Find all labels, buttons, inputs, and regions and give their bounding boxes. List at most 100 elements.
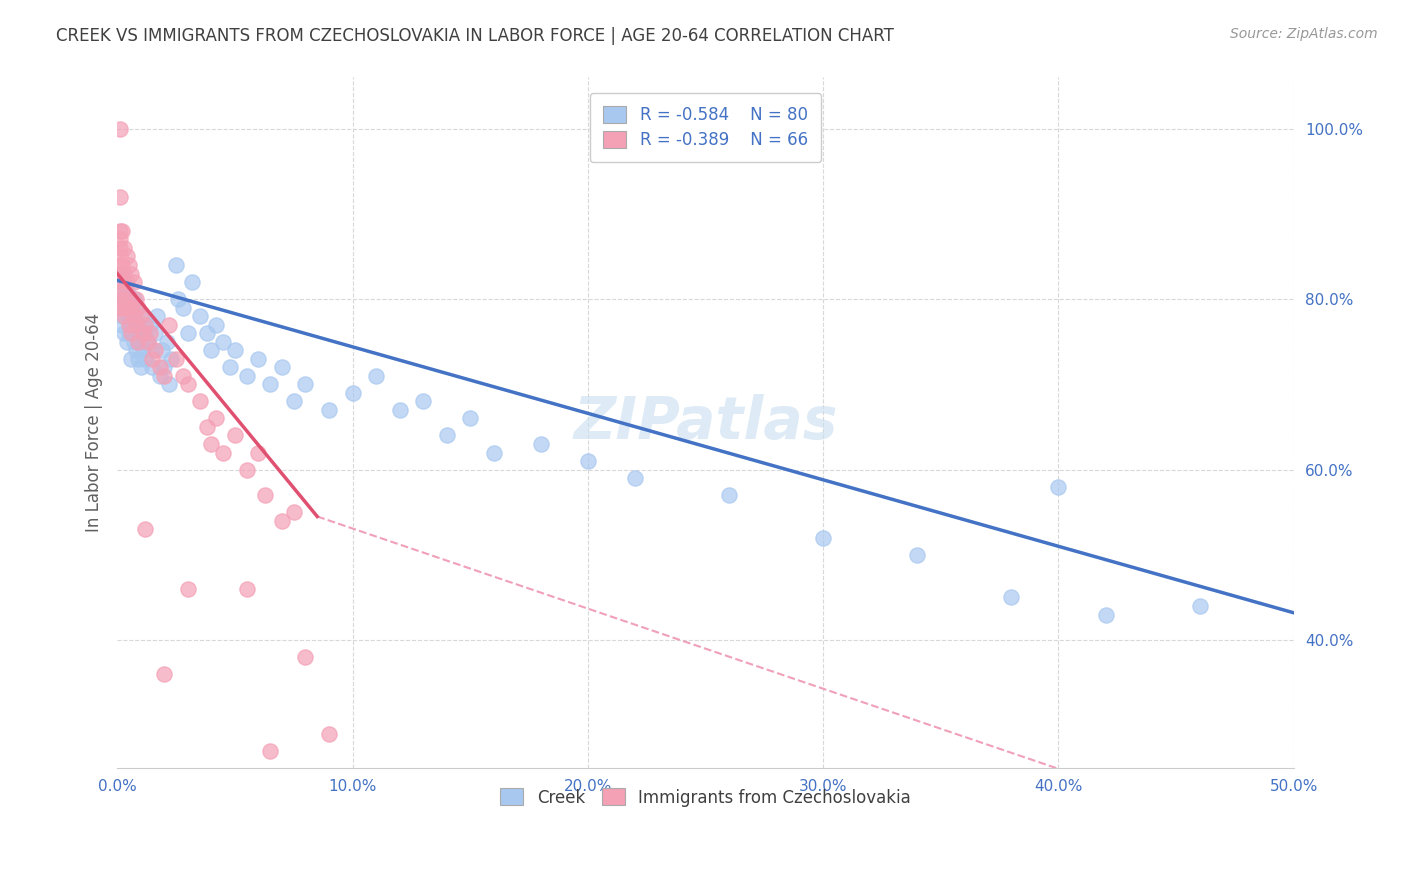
Point [129, 309, 152, 323]
Point [150, 343, 173, 358]
Point [153, 368, 176, 383]
Point [111, 224, 134, 238]
Point [129, 360, 152, 375]
Point [139, 318, 162, 332]
Point [1094, 607, 1116, 622]
Point [205, 318, 228, 332]
Point [132, 343, 155, 358]
Point [108, 284, 131, 298]
Point [108, 224, 131, 238]
Point [108, 284, 131, 298]
Point [165, 258, 187, 272]
Point [111, 267, 134, 281]
Point [111, 258, 134, 272]
Point [271, 360, 294, 375]
Point [112, 326, 135, 341]
Point [165, 351, 187, 366]
Point [212, 445, 235, 459]
Point [177, 377, 200, 392]
Point [530, 437, 553, 451]
Point [1047, 480, 1070, 494]
Point [118, 326, 141, 341]
Point [120, 301, 142, 315]
Point [811, 531, 834, 545]
Point [120, 351, 142, 366]
Text: CREEK VS IMMIGRANTS FROM CZECHOSLOVAKIA IN LABOR FORCE | AGE 20-64 CORRELATION C: CREEK VS IMMIGRANTS FROM CZECHOSLOVAKIA … [56, 27, 894, 45]
Point [118, 258, 141, 272]
Point [108, 241, 131, 255]
Point [318, 403, 340, 417]
Text: ZIPatlas: ZIPatlas [574, 394, 838, 451]
Point [153, 360, 176, 375]
Point [115, 301, 138, 315]
Point [157, 377, 180, 392]
Point [112, 241, 135, 255]
Point [283, 394, 305, 409]
Point [111, 275, 134, 289]
Point [259, 744, 281, 758]
Point [576, 454, 599, 468]
Point [129, 309, 152, 323]
Point [108, 232, 131, 246]
Point [283, 505, 305, 519]
Point [115, 250, 138, 264]
Point [172, 368, 194, 383]
Point [624, 471, 647, 485]
Point [141, 360, 163, 375]
Point [259, 377, 281, 392]
Point [200, 343, 222, 358]
Point [364, 368, 387, 383]
Point [120, 301, 142, 315]
Point [212, 334, 235, 349]
Point [125, 292, 148, 306]
Point [294, 650, 316, 665]
Point [294, 377, 316, 392]
Point [458, 411, 481, 425]
Point [108, 190, 131, 204]
Point [132, 318, 155, 332]
Point [388, 403, 411, 417]
Point [108, 121, 131, 136]
Point [205, 411, 228, 425]
Point [134, 318, 156, 332]
Legend: Creek, Immigrants from Czechoslovakia: Creek, Immigrants from Czechoslovakia [492, 780, 920, 815]
Point [108, 275, 131, 289]
Point [188, 309, 211, 323]
Point [112, 275, 135, 289]
Point [717, 488, 740, 502]
Point [247, 445, 270, 459]
Point [118, 318, 141, 332]
Point [122, 309, 145, 323]
Point [127, 351, 149, 366]
Point [247, 351, 270, 366]
Point [108, 250, 131, 264]
Point [115, 284, 138, 298]
Point [125, 301, 148, 315]
Point [148, 360, 170, 375]
Point [153, 667, 176, 681]
Point [177, 326, 200, 341]
Point [120, 267, 142, 281]
Point [115, 301, 138, 315]
Point [112, 309, 135, 323]
Point [195, 326, 218, 341]
Point [132, 326, 155, 341]
Point [224, 428, 246, 442]
Point [136, 334, 159, 349]
Point [188, 394, 211, 409]
Point [112, 292, 135, 306]
Point [127, 301, 149, 315]
Point [177, 582, 200, 596]
Point [143, 326, 166, 341]
Point [108, 267, 131, 281]
Point [118, 292, 141, 306]
Point [235, 368, 257, 383]
Point [118, 292, 141, 306]
Point [134, 351, 156, 366]
Point [436, 428, 458, 442]
Point [318, 727, 340, 741]
Point [115, 275, 138, 289]
Point [482, 445, 505, 459]
Point [172, 301, 194, 315]
Point [125, 318, 148, 332]
